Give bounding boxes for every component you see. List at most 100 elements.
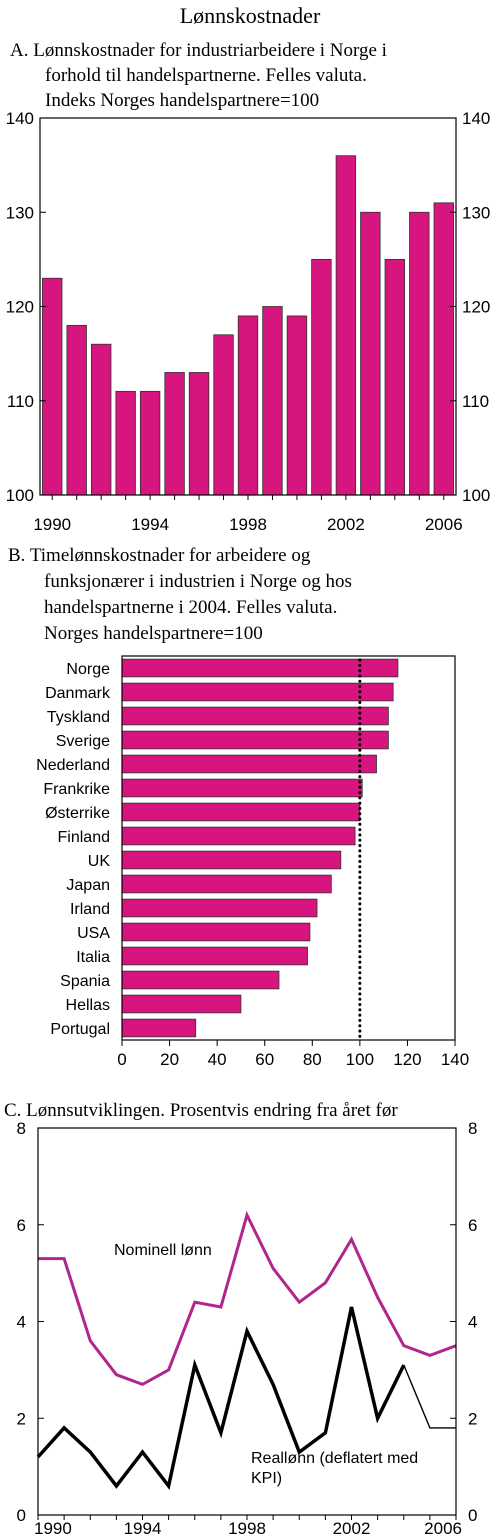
bar-Italia [121, 946, 308, 966]
y-tick-label-right-4: 4 [468, 1313, 477, 1332]
y-tick-label-left-120: 120 [6, 298, 34, 317]
bar-Nederland [121, 754, 377, 774]
y-tick-label-right-6: 6 [468, 1216, 477, 1235]
bar-Danmark [121, 682, 394, 702]
category-label-Irland: Irland [70, 901, 110, 918]
bar-1990 [42, 277, 63, 496]
y-tick-label-left-2: 2 [17, 1409, 26, 1428]
category-label-Italia: Italia [76, 949, 110, 966]
y-tick-label-right-100: 100 [462, 486, 490, 505]
panel-c-title: C. Lønnsutviklingen. Prosentvis endring … [4, 1100, 398, 1121]
bar-1992 [90, 343, 112, 496]
category-label-UK: UK [88, 853, 111, 870]
bar-2003 [360, 211, 381, 496]
y-tick-label-right-120: 120 [462, 298, 490, 317]
panel-b: B. Timelønnskostnader for arbeidere og f… [8, 545, 469, 1069]
y-tick-label-left-140: 140 [6, 109, 34, 128]
panel-c: C. Lønnsutviklingen. Prosentvis endring … [4, 1100, 477, 1538]
panel-b-title-line-4: Norges handelspartnere=100 [44, 623, 263, 644]
panel-b-title-line-1: B. Timelønnskostnader for arbeidere og [8, 545, 311, 566]
panel-a-title-line-3: Indeks Norges handelspartnere=100 [45, 90, 319, 111]
bar-Spania [121, 970, 280, 990]
category-label-Portugal: Portugal [50, 1021, 110, 1038]
category-label-Spania: Spania [60, 973, 110, 990]
bar-USA [121, 922, 311, 942]
x-tick-label-100: 100 [346, 1050, 374, 1069]
category-label-USA: USA [77, 925, 110, 942]
bar-Finland [121, 826, 356, 846]
x-tick-label-1990: 1990 [33, 515, 71, 534]
category-label-Norge: Norge [66, 661, 110, 678]
bar-1994 [139, 390, 161, 496]
y-tick-label-right-0: 0 [468, 1506, 477, 1525]
x-tick-label-1998: 1998 [229, 515, 267, 534]
x-tick-label-2006: 2006 [424, 1519, 462, 1538]
bar-Irland [121, 898, 318, 918]
y-tick-label-right-110: 110 [462, 392, 489, 411]
bar-2004 [384, 258, 406, 496]
panel-c-plot: 0 0 2 2 4 4 6 6 8 8 1990 1994 1998 2002 2006 [17, 1119, 478, 1538]
panel-a-title-line-1: A. Lønnskostnader for industriarbeidere … [10, 40, 387, 61]
category-label-Frankrike: Frankrike [43, 781, 110, 798]
y-tick-label-left-100: 100 [6, 486, 34, 505]
bar-1991 [66, 324, 87, 496]
y-tick-label-left-0: 0 [17, 1506, 26, 1525]
bar-2002 [335, 155, 357, 496]
bar-1996 [188, 372, 210, 496]
bar-UK [121, 850, 342, 870]
bar-Tyskland [121, 706, 389, 726]
x-tick-label-2006: 2006 [425, 515, 463, 534]
figure-title: Lønnskostnader [180, 3, 321, 28]
bar-2000 [286, 315, 308, 496]
bar-2005 [409, 211, 430, 496]
panel-a-title-line-2: forhold til handelspartnerne. Felles val… [45, 65, 367, 86]
bar-2001 [311, 258, 332, 496]
series-line-nominell-lonn [38, 1210, 457, 1387]
panel-b-plot: Norge Danmark Tyskland Sverige Nederland Fran… [36, 655, 469, 1069]
category-label-Japan: Japan [66, 877, 110, 894]
y-tick-label-left-4: 4 [17, 1313, 26, 1332]
panel-b-frame [121, 655, 456, 1041]
x-tick-label-80: 80 [303, 1050, 322, 1069]
bar-1999 [262, 306, 283, 496]
y-tick-label-right-2: 2 [468, 1409, 477, 1428]
category-label-Finland: Finland [58, 829, 110, 846]
series-line-reallonn [36, 1306, 406, 1491]
y-tick-label-right-130: 130 [462, 203, 490, 222]
bar-Østerrike [121, 802, 361, 822]
x-tick-label-0: 0 [117, 1050, 126, 1069]
y-tick-label-right-8: 8 [468, 1119, 477, 1138]
panel-b-title-line-3: handelspartnerne i 2004. Felles valuta. [44, 597, 337, 618]
x-tick-label-2002: 2002 [327, 515, 365, 534]
bar-1995 [164, 372, 185, 496]
x-tick-label-1990: 1990 [34, 1519, 72, 1538]
x-tick-label-140: 140 [441, 1050, 469, 1069]
bar-1997 [213, 334, 234, 496]
x-tick-label-2002: 2002 [333, 1519, 371, 1538]
category-label-Sverige: Sverige [56, 733, 110, 750]
y-tick-label-left-6: 6 [17, 1216, 26, 1235]
real-series-label-line-1: Reallønn (deflatert med [251, 1450, 418, 1467]
x-tick-label-120: 120 [393, 1050, 421, 1069]
panel-a-plot: 100 100 110 110 120 120 130 130 140 140 1990 1994 19… [6, 109, 491, 534]
x-tick-label-1994: 1994 [131, 515, 169, 534]
y-tick-label-right-140: 140 [462, 109, 490, 128]
x-tick-label-60: 60 [255, 1050, 274, 1069]
panel-b-title-line-2: funksjonærer i industrien i Norge og hos [44, 571, 352, 592]
bar-Norge [121, 658, 399, 678]
bar-1993 [115, 390, 136, 496]
category-label-Nederland: Nederland [36, 757, 110, 774]
x-tick-label-40: 40 [208, 1050, 227, 1069]
bar-2006 [433, 202, 454, 496]
bar-Frankrike [121, 778, 363, 798]
category-label-Tyskland: Tyskland [47, 709, 110, 726]
bar-Japan [121, 874, 332, 894]
bar-Sverige [121, 730, 389, 750]
bar-1998 [237, 315, 259, 496]
category-label-Hellas: Hellas [66, 997, 110, 1014]
y-tick-label-left-8: 8 [17, 1119, 26, 1138]
bar-Portugal [121, 1018, 197, 1038]
series-line-reallonn-projection [403, 1364, 456, 1429]
category-label-Østerrike: Østerrike [45, 805, 110, 822]
